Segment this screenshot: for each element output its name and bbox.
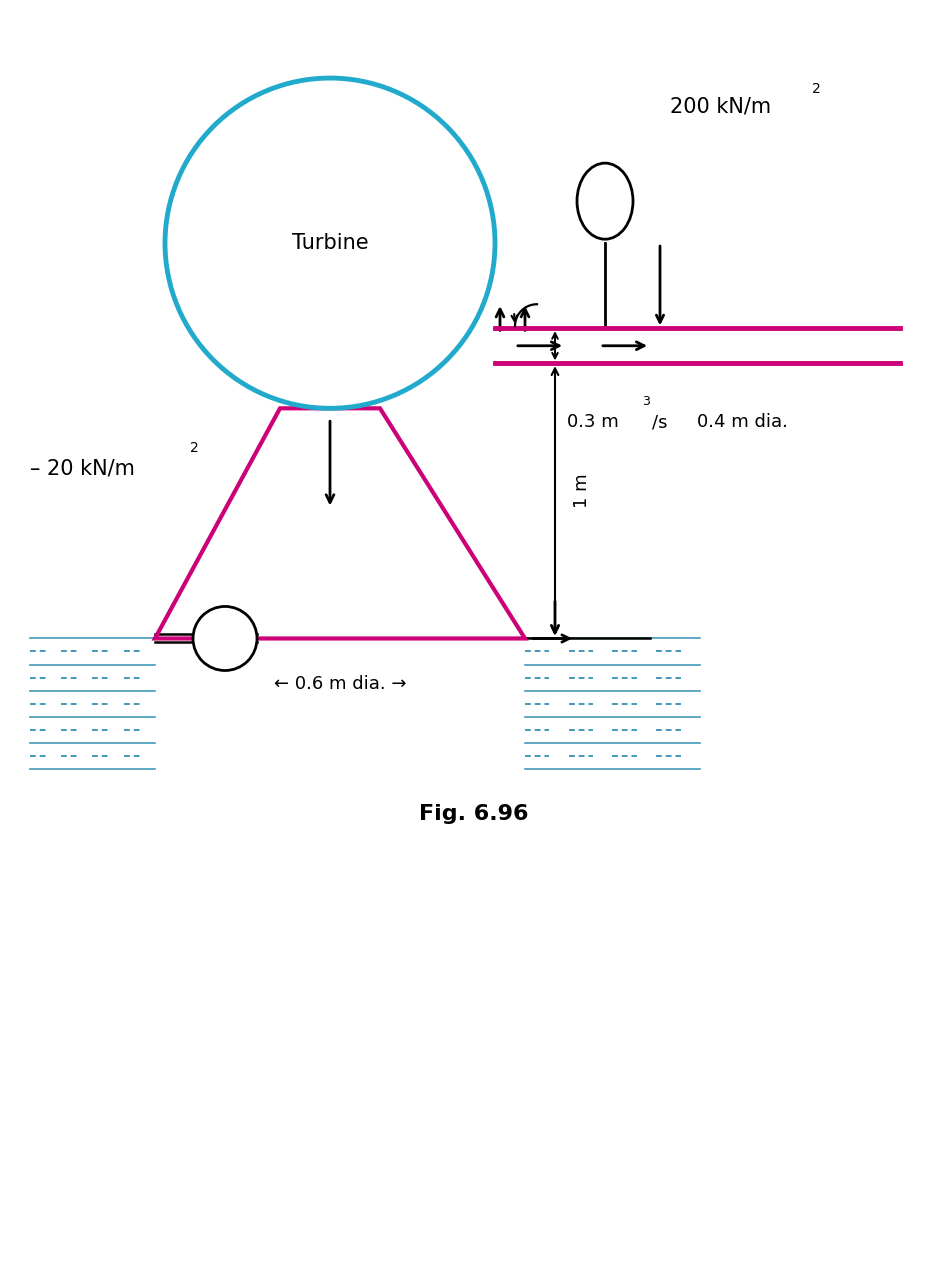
Text: Fig. 6.96: Fig. 6.96 [419,804,529,824]
Text: /s: /s [652,413,667,431]
Text: 2: 2 [190,442,199,456]
Text: [Ans. 54 kW]: [Ans. 54 kW] [38,1183,225,1211]
Text: 0.4 m dia.: 0.4 m dia. [697,413,788,431]
Text: developed by the: developed by the [38,951,292,979]
Text: 2: 2 [812,82,821,96]
Circle shape [193,607,257,671]
Ellipse shape [577,163,633,239]
Text: ← 0.6 m dia. →: ← 0.6 m dia. → [274,675,407,692]
Text: – 20 kN/m: – 20 kN/m [30,458,135,479]
Text: Turbine: Turbine [292,233,369,253]
Text: 3: 3 [642,396,650,408]
Text: ✔✔: ✔✔ [825,1238,860,1258]
Text: 200 kN/m: 200 kN/m [670,96,771,116]
Text: In Fig 6.96 what is the power: In Fig 6.96 what is the power [38,874,460,901]
Text: turbine assuming efficiency of: turbine assuming efficiency of [38,1028,480,1056]
Text: 80%?: 80%? [38,1106,118,1134]
Text: 0.3 m: 0.3 m [567,413,619,431]
Text: ص 12:24: ص 12:24 [683,1236,775,1258]
Text: 1 m: 1 m [573,474,591,508]
